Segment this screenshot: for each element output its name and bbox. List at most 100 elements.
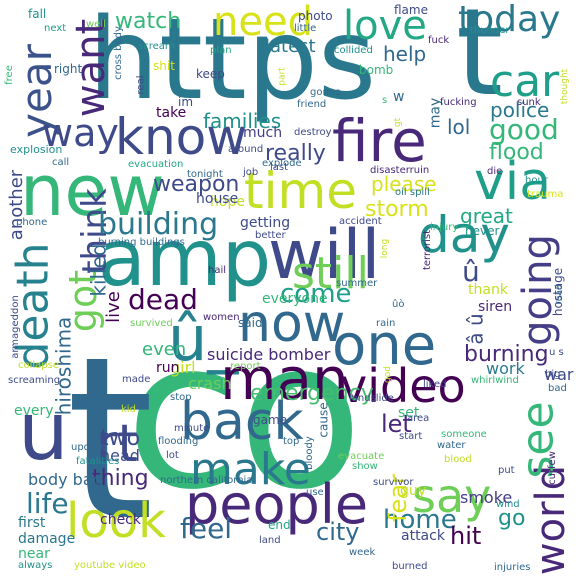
word-check: check: [100, 512, 141, 528]
word-u-circumflex: û: [462, 255, 480, 288]
word-lol: lol: [447, 115, 471, 139]
word-free: free: [3, 65, 15, 85]
word-terrorist: terrorist: [422, 229, 434, 271]
word-im: im: [178, 95, 194, 109]
word-bloody: bloody: [303, 436, 315, 470]
word-girl: girl: [170, 358, 196, 377]
word-please: please: [371, 172, 437, 196]
word-report: report: [230, 361, 261, 372]
word-t: t: [66, 309, 155, 571]
word-better: better: [255, 230, 286, 241]
word-still: still: [292, 248, 369, 299]
word-armageddon: armageddon: [9, 295, 21, 359]
word-crash: crash: [188, 374, 232, 393]
word-survived: survived: [130, 318, 173, 329]
word-friend: friend: [297, 99, 327, 110]
word-damage: damage: [18, 531, 76, 547]
word-job: job: [243, 167, 259, 178]
word-die: die: [487, 166, 503, 177]
word-latest: latest: [265, 36, 316, 57]
word-land: land: [259, 535, 281, 546]
word-day: day: [418, 206, 510, 264]
word-suicide-bomber: suicide bomber: [207, 345, 331, 364]
word-first: first: [18, 515, 46, 531]
word-families: families: [203, 109, 282, 133]
word-video: video: [340, 359, 466, 413]
word-end: end: [268, 518, 291, 532]
word-destroy: destroy: [294, 127, 332, 138]
word-hit: hit: [450, 522, 482, 550]
word-guy: guy: [400, 483, 427, 499]
word-real: real: [135, 75, 147, 95]
word-burned: burned: [392, 561, 428, 572]
word-man: man: [220, 345, 349, 413]
word-u: u: [18, 385, 69, 478]
word-collapse: collapse: [18, 360, 60, 371]
word-minute: minute: [174, 423, 210, 434]
word-say: say: [412, 469, 492, 523]
word-really: really: [265, 141, 326, 166]
word-keep: keep: [196, 67, 225, 81]
word-rain: rain: [376, 318, 396, 329]
word-good: good: [489, 113, 559, 146]
word-flooding: flooding: [158, 436, 199, 447]
word-amp: amp: [98, 214, 272, 304]
word-god: god: [382, 366, 393, 383]
word-thing: thing: [92, 466, 149, 491]
word-whirlwind: whirlwind: [471, 375, 519, 386]
word-curfew: curfew: [546, 451, 558, 485]
word-weapon: weapon: [153, 172, 240, 197]
word-big: big: [545, 369, 561, 380]
word-come: come: [280, 279, 352, 309]
word-u-underscore: û_: [168, 302, 239, 375]
word-scream: scream: [138, 41, 175, 52]
word-look: look: [66, 493, 166, 549]
word-let: let: [381, 410, 412, 438]
word-attack: attack: [401, 528, 445, 544]
word-explode: explode: [262, 158, 302, 169]
word-update: update: [71, 442, 107, 453]
word-dead: dead: [128, 283, 198, 316]
word-start: start: [399, 431, 423, 442]
word-collided: collided: [334, 45, 373, 56]
word-right: right: [54, 62, 83, 76]
word-said: said: [238, 316, 263, 330]
word-little: little: [294, 23, 317, 34]
word-run: run: [156, 360, 180, 376]
word-disasterruin: disasterruin: [370, 165, 430, 176]
word-screaming: screaming: [8, 375, 61, 386]
word-a-u: â û: [463, 313, 488, 345]
word-hope: hope: [210, 194, 245, 210]
word-set: set: [398, 405, 420, 421]
word-new: new: [20, 150, 165, 232]
word-cross-body: cross body: [112, 26, 124, 80]
word-building: building: [98, 207, 219, 242]
word-life: life: [26, 487, 69, 520]
word-shit: shit: [153, 59, 175, 73]
word-evacuation: evacuation: [128, 159, 184, 170]
word-accident: accident: [339, 216, 382, 227]
word-women: women: [203, 312, 240, 323]
word-s: s: [382, 95, 388, 106]
word-via: via: [474, 152, 552, 212]
word-lot: lot: [166, 450, 179, 461]
word-injuries: injuries: [494, 562, 531, 573]
word-two: two: [100, 426, 141, 451]
word-hour: hour: [525, 175, 548, 186]
word-week: week: [349, 547, 376, 558]
word-kid: kid: [121, 404, 136, 415]
word-part: part: [277, 67, 288, 86]
word-way: way: [42, 111, 119, 155]
word-always: always: [18, 560, 53, 571]
word-bomb: bomb: [359, 63, 394, 77]
word-head: head: [100, 446, 140, 465]
word-around: around: [228, 144, 264, 155]
word-put: put: [498, 465, 515, 476]
word-t: t: [456, 0, 504, 123]
word-co: co: [125, 297, 364, 535]
word-gt: gt: [393, 117, 404, 128]
word-home: home: [383, 505, 457, 535]
word-game: game: [253, 413, 288, 427]
word-wind: wind: [496, 499, 520, 510]
